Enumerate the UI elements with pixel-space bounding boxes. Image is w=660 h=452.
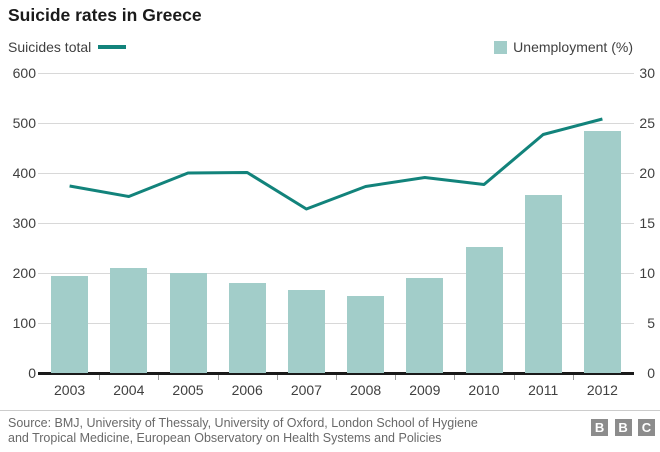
x-axis-tick bbox=[513, 375, 515, 380]
gridline bbox=[38, 123, 634, 124]
y-axis-right-label: 30 bbox=[639, 65, 655, 81]
gridline bbox=[38, 273, 634, 274]
chart-title: Suicide rates in Greece bbox=[8, 5, 202, 25]
unemployment-bar bbox=[406, 278, 444, 373]
y-axis-left-label: 0 bbox=[28, 365, 36, 381]
unemployment-bar bbox=[228, 283, 266, 373]
suicides-line-path bbox=[69, 117, 603, 211]
unemployment-bar bbox=[524, 195, 562, 373]
x-axis-tick bbox=[395, 375, 397, 380]
y-axis-right-label: 5 bbox=[647, 315, 655, 331]
bbc-logo-letter-c: C bbox=[638, 419, 655, 436]
chart-area: 0 100 200 300 400 500 600 0 5 10 15 20 25 30 2003 2004 2… bbox=[0, 65, 660, 400]
x-axis-label: 2011 bbox=[528, 382, 559, 398]
unemployment-bar bbox=[169, 273, 207, 373]
gridline bbox=[38, 323, 634, 324]
y-axis-left-label: 200 bbox=[12, 265, 36, 281]
unemployment-bar bbox=[110, 268, 148, 373]
x-axis-tick bbox=[217, 375, 219, 380]
x-axis-label: 2006 bbox=[231, 382, 263, 398]
y-axis-right-label: 25 bbox=[639, 115, 655, 131]
unemployment-bar bbox=[347, 296, 385, 373]
gridline bbox=[38, 223, 634, 224]
x-axis-tick bbox=[158, 375, 160, 380]
y-axis-right-label: 10 bbox=[639, 265, 655, 281]
source-line-2: and Tropical Medicine, European Observat… bbox=[8, 430, 442, 445]
bbc-logo: B B C bbox=[589, 419, 655, 437]
footer-divider bbox=[0, 410, 660, 411]
y-axis-right-label: 15 bbox=[639, 215, 655, 231]
line-swatch-icon bbox=[98, 45, 127, 50]
x-axis-tick bbox=[99, 375, 101, 380]
y-axis-left-label: 300 bbox=[12, 215, 36, 231]
x-axis-label: 2005 bbox=[172, 382, 204, 398]
bbc-logo-letter-b1: B bbox=[591, 419, 609, 436]
legend-suicides: Suicides total bbox=[8, 39, 127, 55]
y-axis-right-label: 20 bbox=[639, 165, 655, 181]
legend-unemployment-label: Unemployment (%) bbox=[513, 39, 633, 55]
y-axis-left-label: 600 bbox=[12, 65, 36, 81]
y-axis-left-label: 400 bbox=[12, 165, 36, 181]
y-axis-right-label: 0 bbox=[647, 365, 655, 381]
suicides-line bbox=[69, 117, 603, 211]
gridline bbox=[38, 173, 634, 174]
x-axis-label: 2012 bbox=[586, 382, 618, 398]
x-axis-label: 2003 bbox=[54, 382, 86, 398]
x-axis-label: 2007 bbox=[290, 382, 322, 398]
x-axis-tick bbox=[336, 375, 337, 380]
y-axis-left-label: 500 bbox=[12, 115, 36, 131]
x-axis-tick bbox=[276, 375, 278, 380]
x-axis-label: 2009 bbox=[409, 382, 441, 398]
legend-unemployment: Unemployment (%) bbox=[494, 39, 633, 55]
unemployment-bar bbox=[465, 247, 503, 373]
x-axis-label: 2010 bbox=[468, 382, 500, 398]
legend-suicides-label: Suicides total bbox=[8, 39, 92, 55]
x-axis-label: 2004 bbox=[113, 382, 145, 398]
unemployment-bar bbox=[583, 131, 621, 373]
unemployment-bar bbox=[51, 276, 89, 373]
bar-swatch-icon bbox=[494, 40, 508, 54]
bbc-logo-letter-b2: B bbox=[614, 419, 632, 436]
unemployment-bar bbox=[287, 290, 325, 373]
x-axis-label: 2008 bbox=[350, 382, 382, 398]
x-axis-baseline bbox=[38, 372, 634, 375]
y-axis-left-label: 100 bbox=[12, 315, 36, 331]
x-axis-tick bbox=[454, 375, 456, 380]
source-line-1: Source: BMJ, University of Thessaly, Uni… bbox=[8, 416, 478, 430]
gridline bbox=[38, 73, 634, 74]
source-text: Source: BMJ, University of Thessaly, Uni… bbox=[8, 416, 488, 445]
x-axis-tick bbox=[572, 375, 574, 380]
